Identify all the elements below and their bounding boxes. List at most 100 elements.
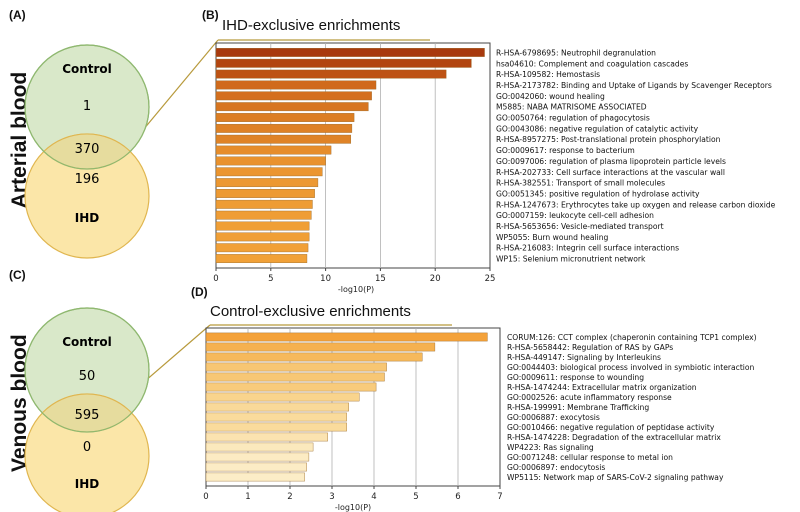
bar-chart-ihd-exclusive: 0 5 10 15 20 25 -log10(P) R-HSA-6798695: Neutro… — [213, 42, 776, 294]
bar-chart-control-exclusive: 0 1 2 3 4 5 6 7 -log10(P) CORUM:126: CCT complex … — [203, 327, 757, 512]
panel-label-b: (B) — [202, 8, 219, 22]
category-label: R-HSA-1247673: Erythrocytes take up oxyg… — [496, 200, 776, 209]
venn-top-label: Control — [62, 62, 112, 76]
category-label: R-HSA-1474244: Extracellular matrix orga… — [507, 383, 697, 392]
bar — [215, 102, 369, 112]
bar — [215, 221, 310, 231]
category-label: R-HSA-382551: Transport of small molecul… — [496, 179, 665, 188]
category-label: R-HSA-449147: Signaling by Interleukins — [507, 353, 661, 362]
venn-top-only-count: 1 — [83, 99, 91, 114]
category-label: GO:0006887: exocytosis — [507, 413, 600, 422]
category-label: GO:0097006: regulation of plasma lipopro… — [496, 157, 726, 166]
bar — [205, 422, 347, 432]
bar — [215, 189, 315, 198]
bar — [215, 254, 308, 263]
category-label: WP5055: Burn wound healing — [496, 233, 609, 242]
category-label: GO:0002526: acute inflammatory response — [507, 393, 672, 402]
x-tick-label: 25 — [485, 274, 496, 284]
chart-title-b: IHD-exclusive enrichments — [222, 17, 401, 34]
bar — [215, 243, 309, 253]
category-label: WP5115: Network map of SARS-CoV-2 signal… — [507, 473, 724, 482]
category-label: R-HSA-1474228: Degradation of the extrac… — [507, 433, 721, 442]
bar — [215, 167, 323, 177]
category-label: R-HSA-6798695: Neutrophil degranulation — [496, 48, 656, 57]
x-tick-label: 4 — [371, 492, 376, 502]
bar — [215, 199, 313, 209]
venn-overlap-count: 595 — [75, 408, 100, 423]
category-label: GO:0071248: cellular response to metal i… — [507, 453, 673, 462]
bar — [205, 462, 308, 472]
venn-bottom-only-count: 0 — [83, 440, 91, 455]
category-label: WP15: Selenium micronutrient network — [496, 255, 646, 264]
x-tick-label: 15 — [375, 274, 386, 284]
bar — [215, 156, 326, 166]
category-label: GO:0051345: positive regulation of hydro… — [496, 189, 700, 198]
callout-line — [136, 324, 211, 389]
category-label: R-HSA-216083: Integrin cell surface inte… — [496, 244, 679, 253]
category-label: GO:0043086: negative regulation of catal… — [496, 124, 699, 133]
venn-venous: Control 50 595 0 IHD — [24, 307, 150, 512]
bar — [215, 113, 355, 122]
x-tick-label: 0 — [203, 492, 208, 502]
category-label: R-HSA-5653656: Vesicle-mediated transpor… — [496, 222, 664, 231]
bar — [215, 58, 472, 68]
venn-control-outline — [24, 44, 150, 170]
category-label: R-HSA-5658442: Regulation of RAS by GAPs — [507, 343, 673, 352]
bar — [215, 48, 485, 57]
bar — [205, 412, 347, 422]
category-label: R-HSA-199991: Membrane Trafficking — [507, 403, 649, 412]
category-label: R-HSA-2173782: Binding and Uptake of Lig… — [496, 81, 772, 90]
chart-title-d: Control-exclusive enrichments — [210, 303, 411, 320]
category-label: GO:0050764: regulation of phagocytosis — [496, 114, 650, 123]
bar — [215, 145, 332, 155]
bar — [205, 392, 360, 402]
bar — [205, 382, 377, 392]
bar — [215, 134, 352, 144]
bar — [205, 472, 305, 482]
bar — [215, 178, 319, 188]
plot-frame — [215, 42, 491, 269]
category-label: GO:0006897: endocytosis — [507, 463, 605, 472]
bar — [205, 342, 436, 352]
panel-label-a: (A) — [9, 8, 26, 22]
category-label: GO:0009617: response to bacterium — [496, 146, 635, 155]
bar — [215, 210, 312, 220]
x-tick-label: 1 — [245, 492, 250, 502]
category-label: M5885: NABA MATRISOME ASSOCIATED — [496, 103, 647, 112]
category-label: GO:0042060: wound healing — [496, 92, 605, 101]
bar — [215, 69, 447, 79]
bar — [205, 452, 310, 462]
bar — [205, 402, 350, 412]
x-tick-label: 5 — [268, 274, 273, 284]
bar — [205, 352, 423, 362]
category-label: GO:0009611: response to wounding — [507, 373, 644, 382]
x-tick-label: 20 — [430, 274, 441, 284]
category-label: GO:0010466: negative regulation of pepti… — [507, 423, 715, 432]
category-label: R-HSA-109582: Hemostasis — [496, 70, 600, 79]
x-tick-label: 6 — [455, 492, 460, 502]
x-tick-label: 7 — [497, 492, 502, 502]
bar — [205, 432, 329, 442]
category-label: GO:0044403: biological process involved … — [507, 363, 755, 372]
category-label: GO:0007159: leukocyte cell-cell adhesion — [496, 211, 654, 220]
venn-bottom-label: IHD — [75, 477, 100, 491]
x-tick-label: 3 — [329, 492, 334, 502]
venn-bottom-label: IHD — [75, 211, 100, 225]
venn-top-label: Control — [62, 335, 112, 349]
category-label: R-HSA-202733: Cell surface interactions … — [496, 168, 725, 177]
venn-top-only-count: 50 — [79, 369, 96, 384]
bar — [215, 232, 310, 242]
category-label: R-HSA-8957275: Post-translational protei… — [496, 135, 721, 144]
category-label: CORUM:126: CCT complex (chaperonin conta… — [507, 333, 757, 342]
bar — [215, 91, 372, 101]
venn-bottom-only-count: 196 — [75, 172, 100, 187]
panel-label-d: (D) — [191, 285, 208, 299]
x-tick-label: 5 — [413, 492, 418, 502]
bar — [205, 362, 387, 372]
venn-overlap-count: 370 — [75, 142, 100, 157]
x-tick-label: 0 — [213, 274, 218, 284]
category-label: WP4223: Ras signaling — [507, 443, 594, 452]
x-axis-label: -log10(P) — [335, 503, 371, 512]
category-label: hsa04610: Complement and coagulation cas… — [496, 59, 688, 68]
